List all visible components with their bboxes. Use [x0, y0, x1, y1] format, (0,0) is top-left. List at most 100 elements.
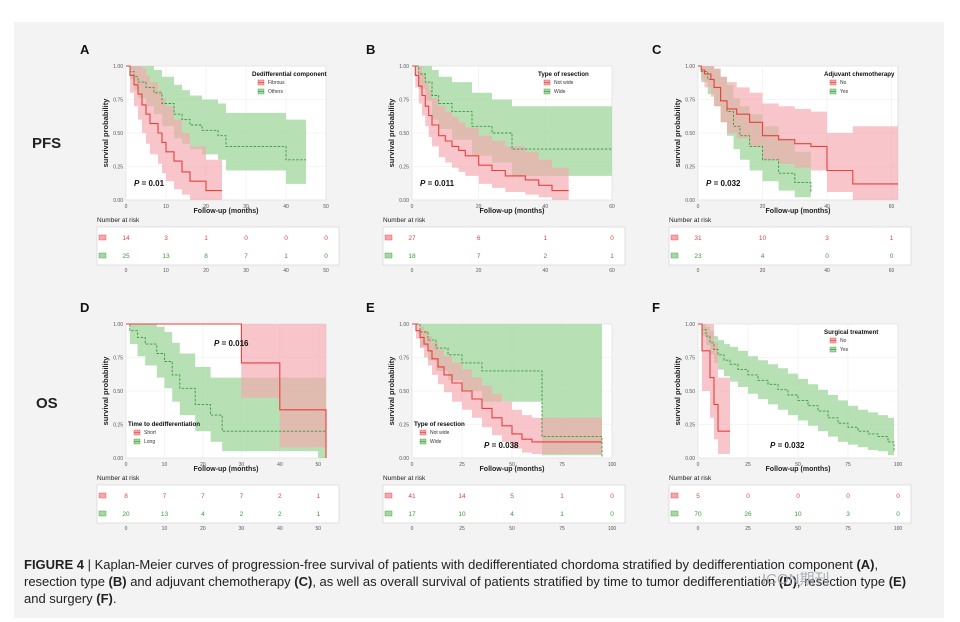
risk-count: 10	[458, 511, 466, 518]
legend-title: Type of resection	[538, 71, 589, 78]
risk-row-swatch	[98, 234, 107, 241]
risk-x-tick: 20	[476, 268, 482, 274]
risk-x-tick: 50	[795, 526, 801, 532]
p-value-symbol: P	[420, 179, 426, 188]
risk-count: 27	[408, 235, 416, 242]
figure-container: PFS OS A 0.00 0.25 0.50 0.75 1.00 0 10 20 30 40 50 sur…	[14, 22, 944, 618]
x-tick-label: 40	[824, 204, 830, 210]
p-value-number: = 0.032	[775, 441, 805, 450]
x-axis-label: Follow-up (months)	[194, 466, 259, 473]
y-tick-label: 1.00	[113, 322, 123, 328]
risk-x-tick: 25	[459, 526, 465, 532]
risk-count: 0	[610, 235, 614, 242]
x-tick-label: 50	[795, 462, 801, 468]
y-tick-label: 0.50	[113, 389, 123, 395]
risk-heading: Number at risk	[383, 217, 426, 224]
risk-count: 7	[201, 493, 205, 500]
risk-x-tick: 25	[745, 526, 751, 532]
risk-count: 25	[122, 253, 130, 260]
risk-count: 14	[458, 493, 466, 500]
p-value-number: = 0.032	[711, 179, 741, 188]
risk-count: 1	[610, 253, 614, 260]
p-value-symbol: P	[706, 179, 712, 188]
legend-title: Time to dedifferentiation	[128, 421, 200, 428]
ci-band-wide	[412, 66, 612, 176]
p-value-number: = 0.011	[425, 179, 454, 188]
risk-x-tick: 0	[125, 526, 128, 532]
risk-x-tick: 60	[889, 268, 895, 274]
y-tick-label: 0.25	[399, 165, 409, 171]
panel-e: E0.000.250.500.751.000 25 50 75 100survival …	[366, 300, 626, 532]
risk-count: 3	[846, 511, 850, 518]
caption-label: FIGURE 4	[24, 557, 84, 572]
risk-count: 1	[560, 493, 564, 500]
x-tick-label: 20	[476, 204, 482, 210]
risk-count: 26	[744, 511, 752, 518]
x-tick-label: 50	[323, 204, 329, 210]
panel-letter-f: F	[652, 300, 660, 315]
y-tick-label: 0.75	[399, 356, 409, 362]
x-tick-label: 0	[411, 462, 414, 468]
risk-count: 2	[278, 511, 282, 518]
risk-heading: Number at risk	[669, 217, 712, 224]
caption-text-5: , resection type	[796, 574, 889, 589]
p-value-symbol: P	[214, 339, 220, 348]
risk-x-tick: 75	[559, 526, 565, 532]
risk-count: 3	[164, 235, 168, 242]
y-axis-label: survival probability	[673, 98, 682, 168]
risk-count: 2	[544, 253, 548, 260]
y-tick-label: 1.00	[399, 64, 409, 70]
y-tick-label: 0.75	[685, 98, 695, 104]
x-tick-label: 20	[760, 204, 766, 210]
risk-x-tick: 0	[697, 526, 700, 532]
x-tick-label: 20	[200, 462, 206, 468]
y-tick-label: 0.50	[685, 131, 695, 137]
km-line-yes	[698, 323, 895, 452]
panel-letter-e: E	[366, 300, 375, 315]
x-tick-label: 30	[243, 204, 249, 210]
risk-count: 1	[284, 253, 288, 260]
risk-count: 1	[316, 493, 320, 500]
legend-label: Long	[144, 439, 155, 445]
x-tick-label: 40	[543, 204, 549, 210]
risk-table-box	[668, 484, 912, 524]
p-value-symbol: P	[484, 441, 490, 450]
risk-x-tick: 30	[239, 526, 245, 532]
risk-row-swatch	[98, 252, 107, 259]
caption-ref-a: (A)	[856, 557, 875, 572]
x-tick-label: 0	[697, 204, 700, 210]
y-tick-label: 0.50	[685, 389, 695, 395]
panel-letter-c: C	[652, 42, 662, 57]
p-value: P = 0.032	[706, 179, 741, 188]
risk-count: 2	[240, 511, 244, 518]
ci-band-not-wide	[412, 66, 569, 200]
x-tick-label: 25	[459, 462, 465, 468]
risk-x-tick: 0	[411, 526, 414, 532]
p-value: P = 0.011	[420, 179, 455, 188]
legend-label: Others	[268, 89, 284, 95]
risk-x-tick: 100	[608, 526, 617, 532]
risk-table-box	[96, 226, 340, 266]
risk-count: 70	[694, 511, 702, 518]
risk-row-swatch	[384, 234, 393, 241]
x-axis-label: Follow-up (months)	[194, 208, 259, 215]
panel-letter-d: D	[80, 300, 89, 315]
km-line-wide	[412, 65, 612, 150]
risk-count: 0	[796, 493, 800, 500]
risk-count: 0	[825, 253, 829, 260]
x-tick-label: 10	[162, 462, 168, 468]
y-tick-label: 0.25	[113, 423, 123, 429]
ci-band-short	[126, 324, 326, 458]
y-tick-label: 0.50	[113, 131, 123, 137]
risk-x-tick: 50	[509, 526, 515, 532]
risk-count: 23	[694, 253, 702, 260]
risk-count: 20	[122, 511, 130, 518]
panel-letter-b: B	[366, 42, 375, 57]
y-tick-label: 0.25	[685, 165, 695, 171]
y-axis-label: survival probability	[673, 356, 682, 426]
risk-x-tick: 20	[200, 526, 206, 532]
risk-count: 0	[610, 493, 614, 500]
km-line-no	[698, 65, 898, 185]
panel-d: D0.000.250.500.751.000 10 20 30 40 50survival…	[80, 300, 340, 532]
